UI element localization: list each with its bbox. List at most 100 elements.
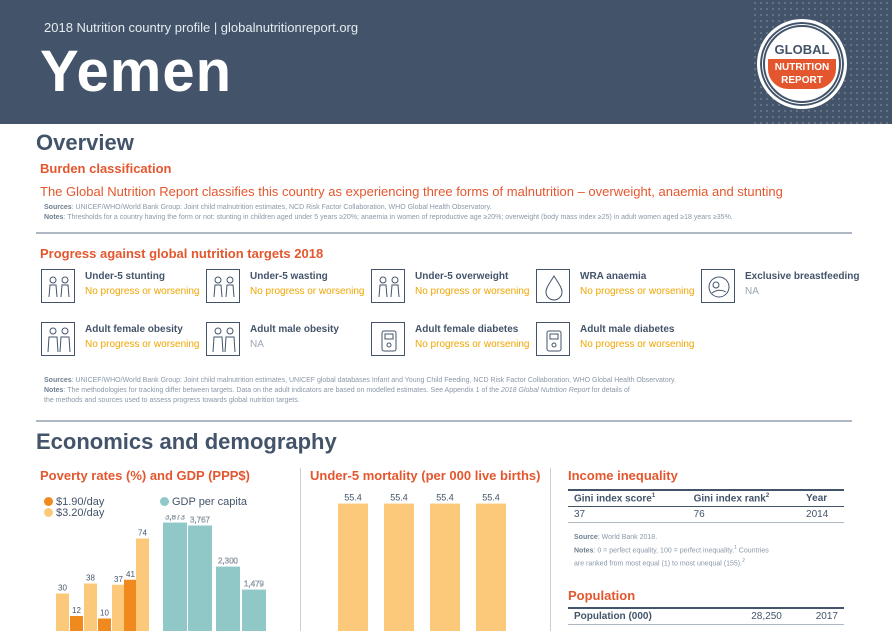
global-nutrition-report-logo: GLOBAL NUTRITION REPORT — [757, 19, 847, 109]
poverty-bar-label: 37 — [114, 575, 123, 584]
divider — [36, 420, 852, 422]
poverty-bar-label: 41 — [126, 570, 135, 579]
mortality-chart-title: Under-5 mortality (per 000 live births) — [310, 468, 541, 483]
legend-item-190: $1.90/day — [44, 496, 104, 508]
country-title: Yemen — [40, 39, 232, 104]
table-header: Year — [800, 489, 844, 508]
progress-sources: Sources: UNICEF/WHO/World Bank Group: Jo… — [44, 377, 676, 384]
table-row: Population (000) 28,250 2017 — [568, 607, 844, 625]
target-card: WRA anaemia No progress or worsening — [536, 269, 701, 309]
population-title: Population — [568, 588, 636, 603]
income-inequality-table: Gini index score1 Gini index rank2 Year … — [568, 489, 844, 524]
target-card: Adult female obesity No progress or worse… — [41, 322, 206, 362]
poverty-bar-label: 74 — [138, 529, 147, 538]
gdp-bar-label: 3,873 — [165, 515, 186, 522]
gdp-bar — [242, 589, 266, 631]
income-source: Source: World Bank 2018. — [574, 534, 658, 541]
mortality-bar — [338, 503, 368, 631]
target-name: Adult male obesity — [250, 324, 339, 335]
mortality-bar — [476, 503, 506, 631]
burden-text: The Global Nutrition Report classifies t… — [40, 184, 783, 199]
target-card: Adult female diabetes No progress or wors… — [371, 322, 536, 362]
target-card: Under-5 stunting No progress or worsening — [41, 269, 206, 309]
overview-notes: Notes: Thresholds for a country having t… — [44, 214, 733, 221]
mortality-bar — [430, 503, 460, 631]
breastfeeding-icon — [701, 269, 735, 303]
target-name: Under-5 wasting — [250, 271, 328, 282]
gdp-bar-label: 1,479 — [244, 580, 265, 589]
gdp-bar — [216, 566, 240, 631]
gdp-bar — [188, 525, 212, 631]
legend-item-320: $3.20/day — [44, 507, 104, 519]
population-table: Population (000) 28,250 2017 — [568, 607, 844, 625]
poverty-bar-label: 38 — [86, 574, 95, 583]
adults-icon — [41, 322, 75, 356]
target-status: No progress or worsening — [580, 286, 695, 297]
poverty-bar — [70, 616, 83, 631]
legend-item-gdp: GDP per capita — [160, 496, 247, 508]
children-icon — [206, 269, 240, 303]
income-inequality-title: Income inequality — [568, 468, 678, 483]
target-card: Exclusive breastfeeding NA — [701, 269, 866, 309]
overview-sources: Sources: UNICEF/WHO/World Bank Group: Jo… — [44, 204, 492, 211]
mortality-bar-label: 55.4 — [390, 493, 408, 503]
income-notes: Notes: 0 = perfect equality, 100 = perfe… — [574, 545, 769, 568]
target-status: No progress or worsening — [250, 286, 365, 297]
target-status: No progress or worsening — [415, 286, 530, 297]
target-card: Under-5 wasting No progress or worsening — [206, 269, 371, 309]
header-banner: 2018 Nutrition country profile | globaln… — [0, 0, 892, 124]
progress-notes-continued: the methods and sources used to assess p… — [44, 397, 300, 404]
adults-icon — [206, 322, 240, 356]
burden-title: Burden classification — [40, 161, 172, 176]
target-card: Adult male obesity NA — [206, 322, 371, 362]
economics-title: Economics and demography — [36, 429, 337, 454]
table-header: Gini index rank2 — [687, 489, 801, 508]
gdp-bar-label: 3,767 — [190, 516, 211, 525]
target-status: No progress or worsening — [85, 286, 200, 297]
progress-title: Progress against global nutrition target… — [40, 246, 324, 261]
target-status: NA — [745, 286, 759, 297]
target-status: NA — [250, 339, 264, 350]
profile-line: 2018 Nutrition country profile | globaln… — [44, 20, 359, 35]
glucose-meter-icon — [536, 322, 570, 356]
gdp-bar — [163, 522, 187, 631]
mortality-bar-label: 55.4 — [436, 493, 454, 503]
overview-title: Overview — [36, 130, 134, 155]
under5-mortality-chart: 55.4 55.4 55.4 55.4 — [338, 493, 506, 631]
target-name: Under-5 overweight — [415, 271, 509, 282]
mortality-bar-label: 55.4 — [482, 493, 500, 503]
children-icon — [371, 269, 405, 303]
poverty-bar — [124, 579, 137, 631]
poverty-bar — [84, 583, 97, 631]
table-row: 37 76 2014 — [568, 506, 844, 524]
target-card: Under-5 overweight No progress or worseni… — [371, 269, 536, 309]
target-name: Exclusive breastfeeding — [745, 271, 860, 282]
target-status: No progress or worsening — [580, 339, 695, 350]
divider — [36, 232, 852, 234]
column-separator — [300, 468, 301, 631]
children-icon — [41, 269, 75, 303]
poverty-bar — [98, 618, 111, 631]
target-card: Adult male diabetes No progress or worsen… — [536, 322, 701, 362]
target-name: Under-5 stunting — [85, 271, 165, 282]
gdp-bar-label: 2,300 — [218, 557, 239, 566]
target-status: No progress or worsening — [85, 339, 200, 350]
poverty-chart-title: Poverty rates (%) and GDP (PPP$) — [40, 468, 250, 483]
poverty-bar — [56, 593, 69, 631]
target-name: Adult female obesity — [85, 324, 183, 335]
blood-drop-icon — [536, 269, 570, 303]
column-separator — [550, 468, 551, 631]
mortality-bar-label: 55.4 — [344, 493, 362, 503]
target-name: Adult female diabetes — [415, 324, 519, 335]
poverty-bar-label: 10 — [100, 609, 109, 618]
table-header: Gini index score1 — [568, 489, 688, 508]
poverty-bar — [112, 584, 125, 631]
target-name: WRA anaemia — [580, 271, 647, 282]
poverty-bar-label: 12 — [72, 606, 81, 615]
target-status: No progress or worsening — [415, 339, 530, 350]
poverty-bar — [136, 538, 149, 631]
poverty-bar-label: 30 — [58, 584, 67, 593]
progress-notes: Notes: The methodologies for tracking di… — [44, 387, 630, 394]
target-name: Adult male diabetes — [580, 324, 675, 335]
